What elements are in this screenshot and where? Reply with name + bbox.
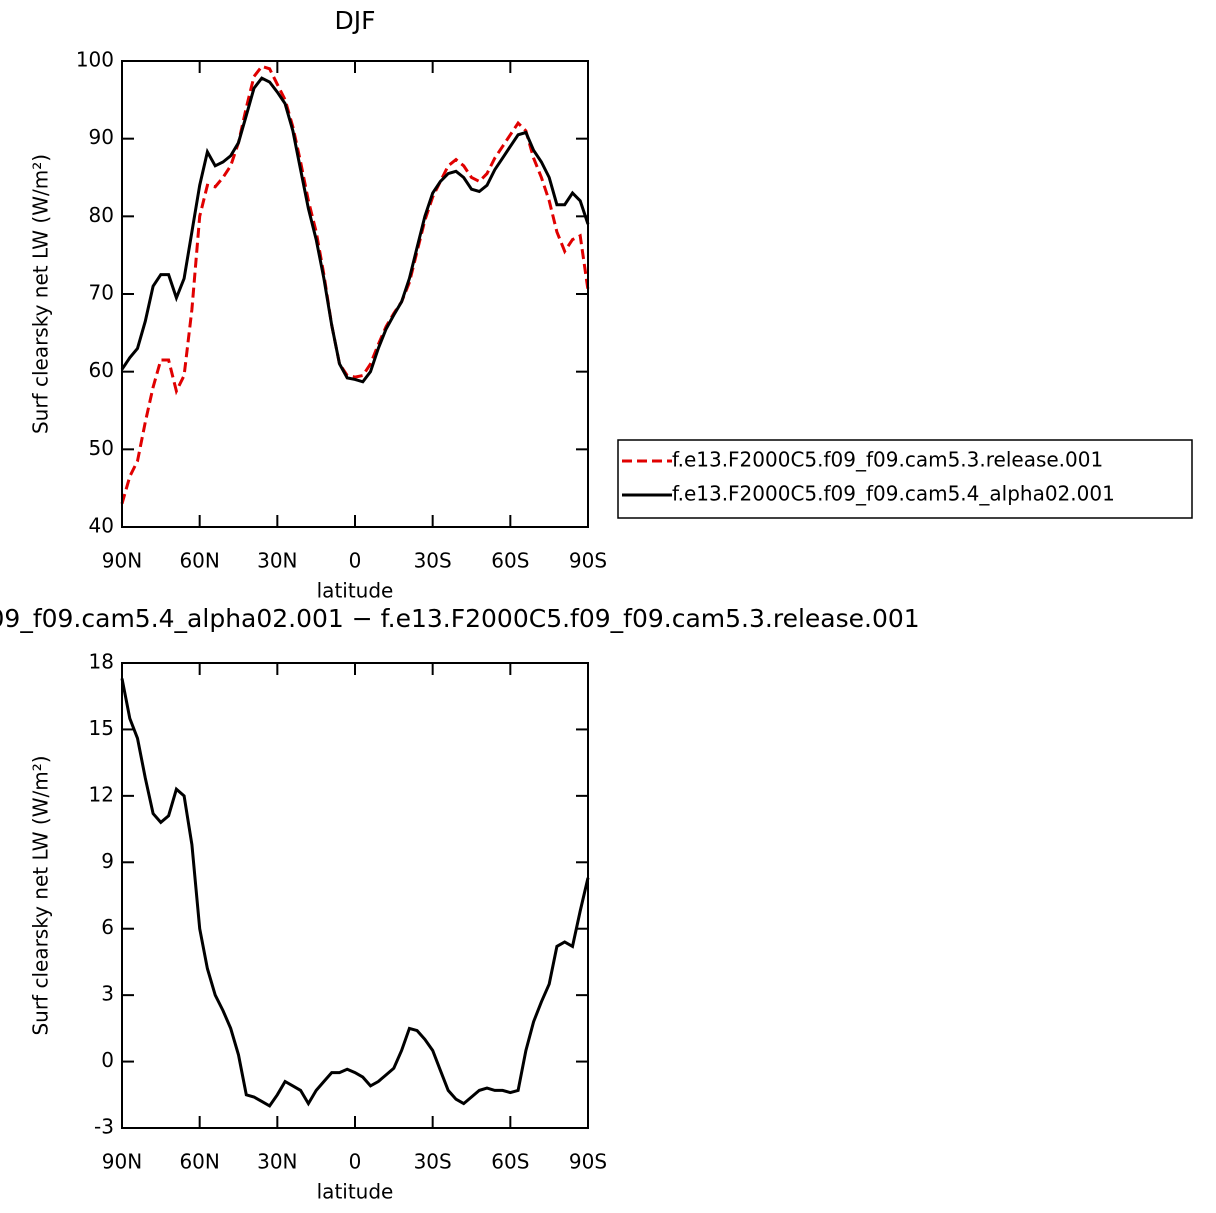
y-tick-label: 3 bbox=[101, 982, 114, 1006]
y-tick-label: 12 bbox=[89, 782, 114, 806]
y-tick-label: -3 bbox=[94, 1115, 114, 1139]
y-tick-label: 0 bbox=[101, 1048, 114, 1072]
legend-label: f.e13.F2000C5.f09_f09.cam5.4_alpha02.001 bbox=[672, 482, 1115, 506]
legend-box bbox=[617, 439, 1193, 519]
plot-frame bbox=[121, 60, 589, 528]
x-tick-label: 60S bbox=[491, 1150, 529, 1174]
y-tick-label: 15 bbox=[89, 716, 114, 740]
x-tick-label: 90S bbox=[569, 549, 607, 573]
data-line bbox=[120, 76, 590, 384]
x-tick-label: 60N bbox=[179, 549, 219, 573]
x-tick-label: 0 bbox=[349, 549, 362, 573]
data-line bbox=[120, 64, 590, 505]
y-tick-label: 6 bbox=[101, 915, 114, 939]
x-tick-label: 30S bbox=[414, 1150, 452, 1174]
chart-title: f.e13.F2000C5.f09_f09.cam5.4_alpha02.001… bbox=[0, 604, 920, 633]
x-tick-label: 0 bbox=[349, 1150, 362, 1174]
y-tick-label: 80 bbox=[89, 203, 114, 227]
x-axis-label: latitude bbox=[317, 1180, 394, 1204]
chart-title: DJF bbox=[334, 6, 375, 35]
y-tick-label: 18 bbox=[89, 650, 114, 674]
y-axis-label: Surf clearsky net LW (W/m²) bbox=[29, 154, 53, 434]
x-tick-label: 90N bbox=[102, 549, 142, 573]
x-tick-label: 60N bbox=[179, 1150, 219, 1174]
y-tick-label: 100 bbox=[76, 48, 114, 72]
data-line bbox=[120, 678, 590, 1108]
x-tick-label: 60S bbox=[491, 549, 529, 573]
x-tick-label: 90N bbox=[102, 1150, 142, 1174]
y-tick-label: 90 bbox=[89, 125, 114, 149]
legend-label: f.e13.F2000C5.f09_f09.cam5.3.release.001 bbox=[672, 448, 1103, 472]
x-tick-label: 30S bbox=[414, 549, 452, 573]
x-axis-label: latitude bbox=[317, 579, 394, 603]
y-tick-label: 9 bbox=[101, 849, 114, 873]
y-tick-label: 70 bbox=[89, 281, 114, 305]
y-axis-label: Surf clearsky net LW (W/m²) bbox=[29, 755, 53, 1035]
y-tick-label: 50 bbox=[89, 436, 114, 460]
y-tick-label: 40 bbox=[89, 514, 114, 538]
x-tick-label: 90S bbox=[569, 1150, 607, 1174]
plot-frame bbox=[121, 662, 589, 1129]
x-tick-label: 30N bbox=[257, 1150, 297, 1174]
y-tick-label: 60 bbox=[89, 358, 114, 382]
x-tick-label: 30N bbox=[257, 549, 297, 573]
